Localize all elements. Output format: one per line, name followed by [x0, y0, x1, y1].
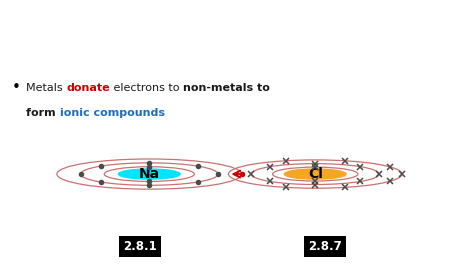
Ellipse shape	[284, 169, 346, 179]
Text: Cl: Cl	[308, 167, 323, 181]
Text: -   DOT AND CROSS DIAGRAM: - DOT AND CROSS DIAGRAM	[12, 51, 253, 66]
Text: Metals: Metals	[26, 83, 66, 93]
Text: 2.8.1: 2.8.1	[123, 240, 157, 253]
Text: Na: Na	[139, 167, 160, 181]
Ellipse shape	[118, 169, 180, 179]
Text: non-metals to: non-metals to	[183, 83, 270, 93]
Text: donate: donate	[66, 83, 110, 93]
Text: electrons to: electrons to	[110, 83, 183, 93]
Text: IONIC COMPOUNDS: IONIC COMPOUNDS	[12, 13, 193, 31]
Text: 2.8.7: 2.8.7	[308, 240, 342, 253]
Text: ionic compounds: ionic compounds	[60, 108, 164, 118]
Text: form: form	[26, 108, 60, 118]
Text: •: •	[12, 80, 21, 95]
